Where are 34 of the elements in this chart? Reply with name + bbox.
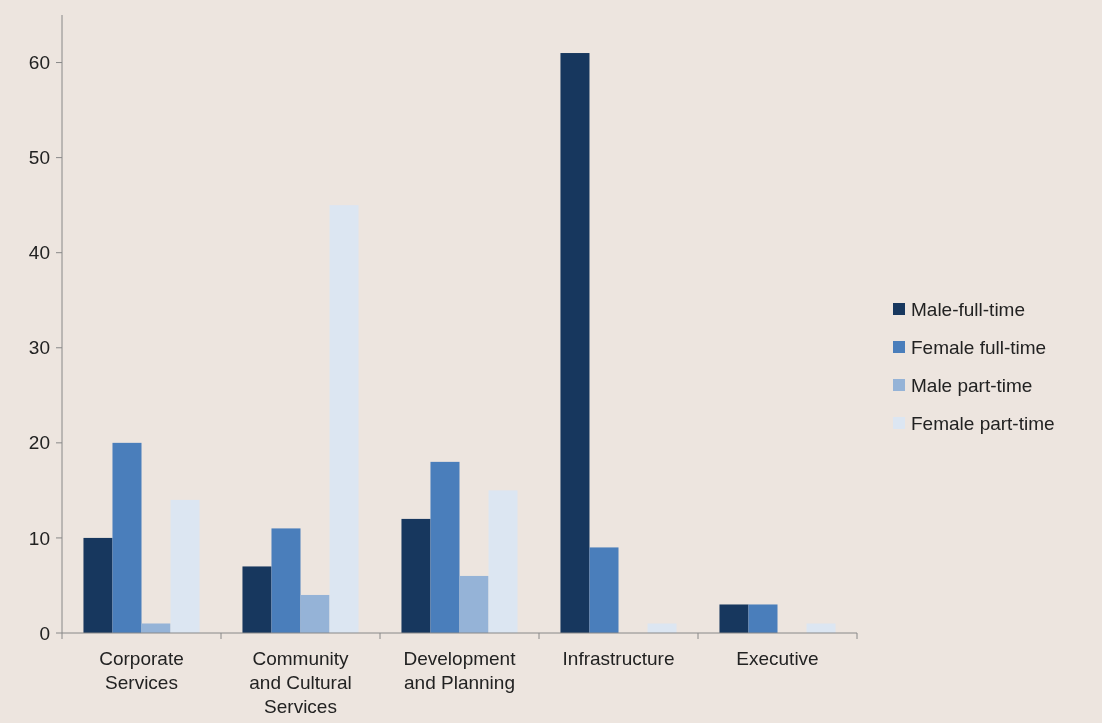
x-tick-label: Executive (736, 648, 819, 669)
y-tick-label: 30 (28, 337, 50, 359)
y-tick-label: 20 (28, 432, 50, 454)
bar (271, 528, 301, 633)
legend-label: Female part-time (911, 412, 1055, 434)
bar (589, 547, 619, 633)
bar (112, 442, 142, 633)
y-tick-label: 0 (39, 622, 50, 644)
bar (242, 566, 272, 633)
bar (647, 623, 677, 633)
bar (459, 575, 489, 633)
legend-label: Male part-time (911, 374, 1033, 396)
bar (748, 604, 778, 633)
y-tick-label: 40 (28, 242, 50, 264)
bar (83, 537, 113, 633)
bar (806, 623, 836, 633)
y-tick-label: 10 (28, 527, 50, 549)
y-tick-label: 60 (28, 52, 50, 74)
legend-label: Male-full-time (911, 298, 1026, 320)
legend-label: Female full-time (911, 336, 1047, 358)
bar (300, 594, 330, 633)
x-tick-label: Development and Planning (403, 648, 517, 693)
bar (170, 499, 200, 633)
bar (719, 604, 749, 633)
x-tick-label: Community and Cultural Services (249, 648, 352, 717)
y-tick-label: 50 (28, 147, 50, 169)
bar (141, 623, 171, 633)
bar (329, 205, 359, 633)
bar (401, 518, 431, 633)
bar (560, 53, 590, 633)
x-tick-label: Infrastructure (562, 648, 675, 669)
bar (430, 461, 460, 633)
bar (488, 490, 518, 633)
x-tick-label: Corporate Services (99, 648, 184, 693)
